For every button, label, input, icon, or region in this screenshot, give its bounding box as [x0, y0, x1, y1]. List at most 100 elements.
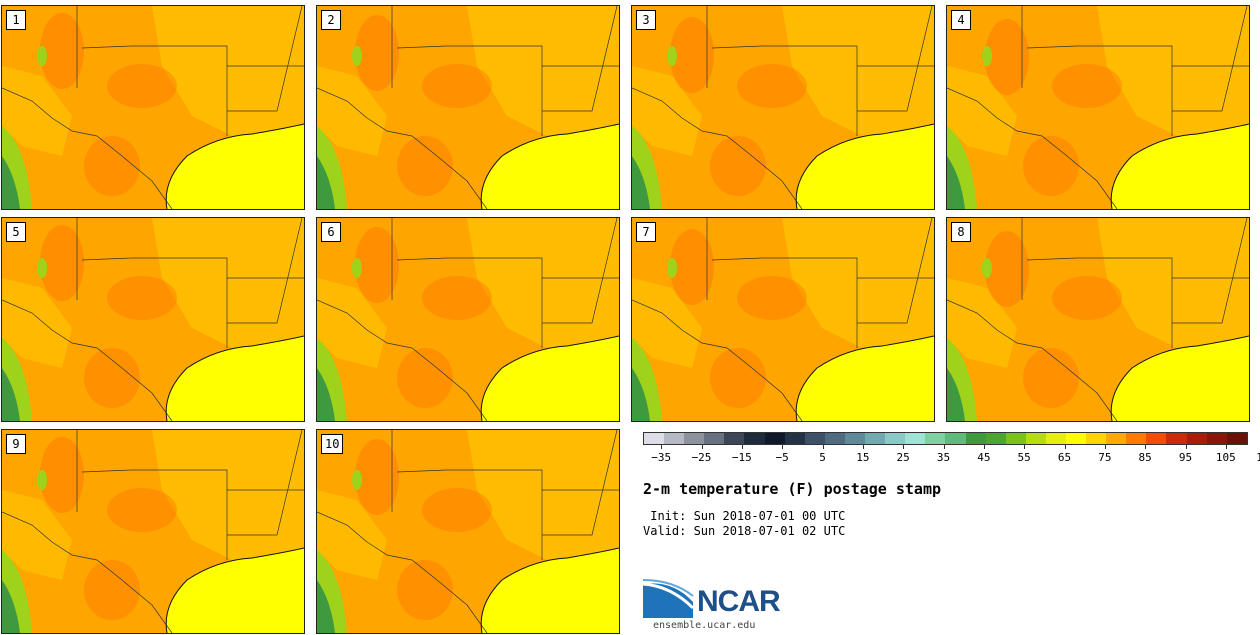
mild-terrain [37, 470, 47, 490]
coastline [165, 123, 304, 209]
border-line [317, 511, 488, 633]
warm-region [317, 490, 387, 580]
colorbar-segment [704, 433, 725, 444]
colorbar-segment [644, 433, 665, 444]
hot-region [397, 136, 453, 196]
hot-region [670, 17, 714, 93]
colorbar-tick-label: 25 [896, 451, 910, 464]
stamp-panel-9: 9 [1, 429, 305, 634]
colorbar-segment [925, 433, 946, 444]
stamp-panel-8: 8 [946, 217, 1250, 422]
colorbar-segment [744, 433, 765, 444]
border-line [81, 6, 304, 112]
coastline [795, 335, 934, 421]
warm-region [782, 6, 934, 136]
border-line [947, 87, 1118, 209]
temperature-colorbar [643, 432, 1248, 445]
border-line [632, 87, 803, 209]
colorbar-tick [1104, 445, 1106, 449]
cool-terrain [2, 156, 20, 209]
border-line [76, 218, 228, 348]
stamp-panel-2: 2 [316, 5, 620, 210]
colorbar-tick-label: 115 [1256, 451, 1260, 464]
stamp-panel-5: 5 [1, 217, 305, 422]
member-label: 3 [636, 10, 656, 30]
coastline [165, 547, 304, 633]
warm-region [467, 430, 619, 560]
border-line [706, 218, 858, 348]
warm-region [1097, 218, 1249, 348]
hot-region [40, 437, 84, 513]
stamp-map-6 [317, 218, 619, 421]
hot-region [670, 229, 714, 305]
warm-region [782, 218, 934, 348]
border-line [1021, 218, 1173, 348]
colorbar-segment [1146, 433, 1167, 444]
stamp-map-4 [947, 6, 1249, 209]
colorbar-tick [903, 445, 905, 449]
colorbar-tick [1024, 445, 1026, 449]
member-label: 9 [6, 434, 26, 454]
colorbar-tick [1185, 445, 1187, 449]
member-label: 10 [321, 434, 344, 454]
colorbar-segment [844, 433, 866, 444]
coastline [165, 335, 304, 421]
colorbar-segment [865, 433, 886, 444]
colorbar-segment [724, 433, 745, 444]
warm-region [467, 218, 619, 348]
border-line [2, 511, 173, 633]
border-line [706, 6, 858, 136]
ncar-logo-text: NCAR [697, 585, 781, 618]
colorbar-tick [943, 445, 945, 449]
border-line [632, 299, 803, 421]
colorbar-segment [1086, 433, 1107, 444]
warm-region [947, 66, 1017, 156]
stamp-map-10 [317, 430, 619, 633]
border-line [396, 430, 619, 536]
colorbar-ticks: −35 −25 −15 −5 5 15 25 35 45 55 65 75 85 95 105 115 [643, 445, 1260, 467]
coastline [1110, 335, 1249, 421]
border-line [81, 430, 304, 536]
colorbar-tick-label: 105 [1215, 451, 1236, 464]
hot-region [985, 19, 1029, 95]
member-label: 1 [6, 10, 26, 30]
border-line [711, 6, 934, 112]
stamp-map-7 [632, 218, 934, 421]
border-line [391, 6, 543, 136]
colorbar-tick [1145, 445, 1147, 449]
colorbar-tick-label: 75 [1098, 451, 1112, 464]
hot-region [40, 225, 84, 301]
colorbar-tick [822, 445, 824, 449]
colorbar-segment [1025, 433, 1046, 444]
stamp-map-9 [2, 430, 304, 633]
warm-region [152, 6, 304, 136]
colorbar-tick-label: 55 [1017, 451, 1031, 464]
hot-region [107, 488, 177, 532]
colorbar-tick [1064, 445, 1066, 449]
colorbar-tick [862, 445, 864, 449]
hot-region [107, 64, 177, 108]
border-line [76, 6, 228, 136]
warm-region [632, 278, 702, 368]
colorbar-tick-label: 15 [856, 451, 870, 464]
colorbar-segment [1106, 433, 1127, 444]
gulf-ocean [481, 336, 619, 421]
colorbar-segment [1166, 433, 1187, 444]
stamp-panel-1: 1 [1, 5, 305, 210]
cool-terrain [947, 156, 965, 209]
member-label: 7 [636, 222, 656, 242]
stamp-map-5 [2, 218, 304, 421]
hot-region [422, 276, 492, 320]
border-line [2, 299, 173, 421]
gulf-ocean [1111, 124, 1249, 209]
mild-terrain [667, 46, 677, 66]
colorbar-tick-label: 5 [819, 451, 826, 464]
colorbar-tick-label: 95 [1178, 451, 1193, 464]
colorbar-tick [741, 445, 743, 449]
cool-terrain [632, 368, 650, 421]
hot-region [1023, 348, 1079, 408]
colorbar-tick-label: −15 [731, 451, 752, 464]
hot-region [710, 136, 766, 196]
colorbar-segment [664, 433, 685, 444]
hot-region [710, 348, 766, 408]
